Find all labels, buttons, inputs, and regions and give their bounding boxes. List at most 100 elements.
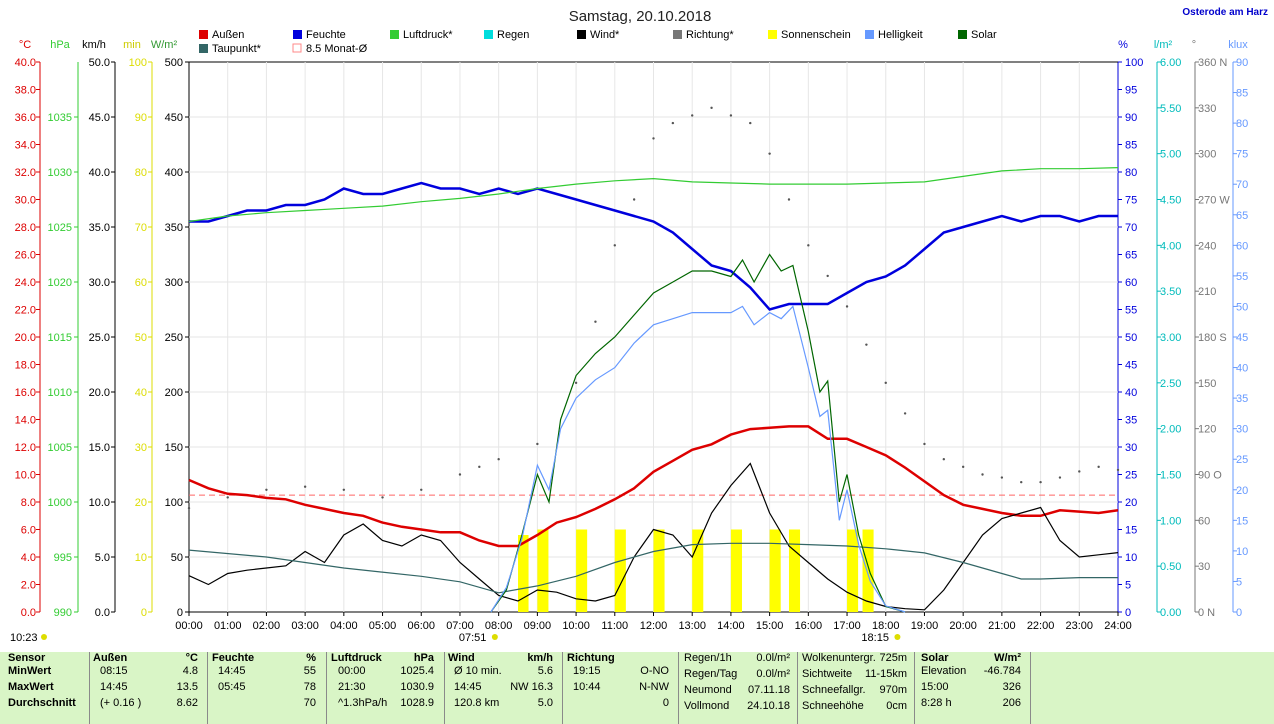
sunshine-bar (868, 529, 872, 612)
stat-cell: 11-15km (865, 668, 907, 680)
axis-tick-label: 350 (165, 222, 183, 234)
time-tick-label: 14:00 (717, 620, 745, 632)
stat-separator (797, 652, 798, 724)
axis-tick-label: 50.0 (89, 57, 110, 69)
axis-tick-label: 100 (1125, 57, 1143, 69)
sunshine-bar (697, 529, 701, 612)
axis-tick-label: 500 (165, 57, 183, 69)
sunshine-bar (847, 529, 851, 612)
sunshine-bar (542, 529, 546, 612)
legend-entry: Außen (212, 29, 244, 41)
stat-cell: 14:45 (454, 681, 482, 693)
stat-cell: 0.0l/m² (756, 652, 790, 664)
axis-tick-label: 360 N (1198, 57, 1227, 69)
legend-swatch (292, 43, 302, 53)
sunshine-bar (855, 529, 859, 612)
axis-unit: % (1118, 39, 1128, 51)
axis-tick-label: 70 (1125, 222, 1137, 234)
sunrise-marker (491, 634, 498, 640)
stat-cell: Ø 10 min. (454, 665, 502, 677)
stat-cell: 8.62 (176, 697, 198, 709)
sunshine-bar (864, 529, 868, 612)
time-tick-label: 19:00 (911, 620, 939, 632)
axis-tick-label: 210 (1198, 286, 1216, 298)
sunshine-bar (538, 529, 542, 612)
stat-cell: Sensor (8, 652, 46, 664)
sunshine-bar (519, 535, 523, 612)
stat-cell: 0 (662, 697, 669, 709)
stat-cell: Wolkenuntergr. (802, 652, 876, 664)
stat-cell: Durchschnitt (8, 697, 76, 709)
axis-tick-label: 0.00 (1160, 607, 1181, 619)
sunshine-bar (655, 529, 659, 612)
axis-tick-label: 1.00 (1160, 515, 1181, 527)
axis-tick-label: 30 (1125, 442, 1137, 454)
axis-unit: ° (1192, 39, 1196, 51)
axes: 0.0 2.0 4.0 6.0 8.0 10.0 12.0 14.0 16.0 18.0 20.0 2… (15, 57, 1249, 619)
time-tick-label: 00:00 (175, 620, 203, 632)
stat-cell: MinWert (8, 665, 52, 677)
axis-tick-label: 25 (1236, 454, 1248, 466)
stat-cell: 4.8 (182, 665, 198, 677)
sunshine-bar (580, 529, 584, 612)
sunshine-bar (622, 529, 626, 612)
axis-tick-label: 60 (135, 277, 147, 289)
sunshine-bar (698, 529, 702, 612)
legend-entry: Regen (497, 29, 529, 41)
axis-tick-label: 8.0 (21, 497, 36, 509)
axis-tick-label: 4.00 (1160, 240, 1181, 252)
axis-tick-label: 32.0 (15, 167, 36, 179)
time-tick-label: 20:00 (949, 620, 977, 632)
axis-tick-label: 20 (1236, 485, 1248, 497)
stat-cell: 19:15 (573, 665, 601, 677)
stat-cell: 1028.9 (400, 697, 434, 709)
axis-units: °C hPa km/h min W/m²% l/m² ° klux (19, 39, 1248, 51)
sunshine-bar (792, 529, 796, 612)
direction-point (536, 442, 539, 446)
axis-tick-label: 300 (165, 277, 183, 289)
direction-point (458, 473, 462, 476)
weather-chart: Samstag, 20.10.2018 Osterode am Harz Auß… (10, 7, 1268, 644)
stat-cell: 1030.9 (400, 681, 434, 693)
axis-tick-label: 30 (1236, 424, 1248, 436)
sunshine-bar (732, 529, 736, 612)
sunshine-bar (577, 529, 581, 612)
axis-tick-label: 85 (1236, 88, 1248, 100)
sunshine-bar (659, 529, 663, 612)
axis-tick-label: 75 (1236, 149, 1248, 161)
axis-tick-label: 1035 (48, 112, 72, 124)
stat-cell: 24.10.18 (747, 700, 790, 712)
stat-cell: 8:28 h (921, 697, 952, 709)
stat-cell: 05:45 (218, 681, 246, 693)
sunshine-bar (735, 529, 739, 612)
axis-tick-label: 95 (1125, 85, 1137, 97)
stat-separator (326, 652, 327, 724)
direction-point (381, 496, 384, 499)
direction-point (981, 473, 984, 476)
time-tick-label: 23:00 (1066, 620, 1094, 632)
axis-tick-label: 40.0 (89, 167, 110, 179)
legend: Außen Feuchte Luftdruck* Regen Wind* Richtung… (199, 29, 997, 55)
stat-cell: Schneefallgr. (802, 684, 866, 696)
axis-tick-label: 240 (1198, 240, 1216, 252)
stat-separator (678, 652, 679, 724)
axis-tick-label: 75 (1125, 195, 1137, 207)
direction-point (710, 106, 713, 110)
direction-point (942, 458, 946, 461)
sunshine-bar (693, 529, 697, 612)
axis-tick-label: 10 (1125, 552, 1137, 564)
axis-tick-label: 60 (1236, 240, 1248, 252)
direction-point (923, 442, 926, 446)
time-markers: 10:23 07:51 18:15 (10, 632, 901, 644)
sunshine-bar (540, 529, 544, 612)
sunshine-bar (658, 529, 662, 612)
direction-point (903, 412, 907, 415)
direction-point (1058, 476, 1062, 479)
direction-point (865, 343, 868, 346)
axis-tick-label: 2.50 (1160, 378, 1181, 390)
statistics-panel: Sensor Außen °C Feuchte% Luftdruck hPa Wind km/… (0, 652, 1274, 724)
stat-cell: Schneehöhe (802, 700, 864, 712)
sunshine-bar (543, 529, 547, 612)
sunshine-bar (537, 529, 541, 612)
axis-tick-label: 90 (1125, 112, 1137, 124)
